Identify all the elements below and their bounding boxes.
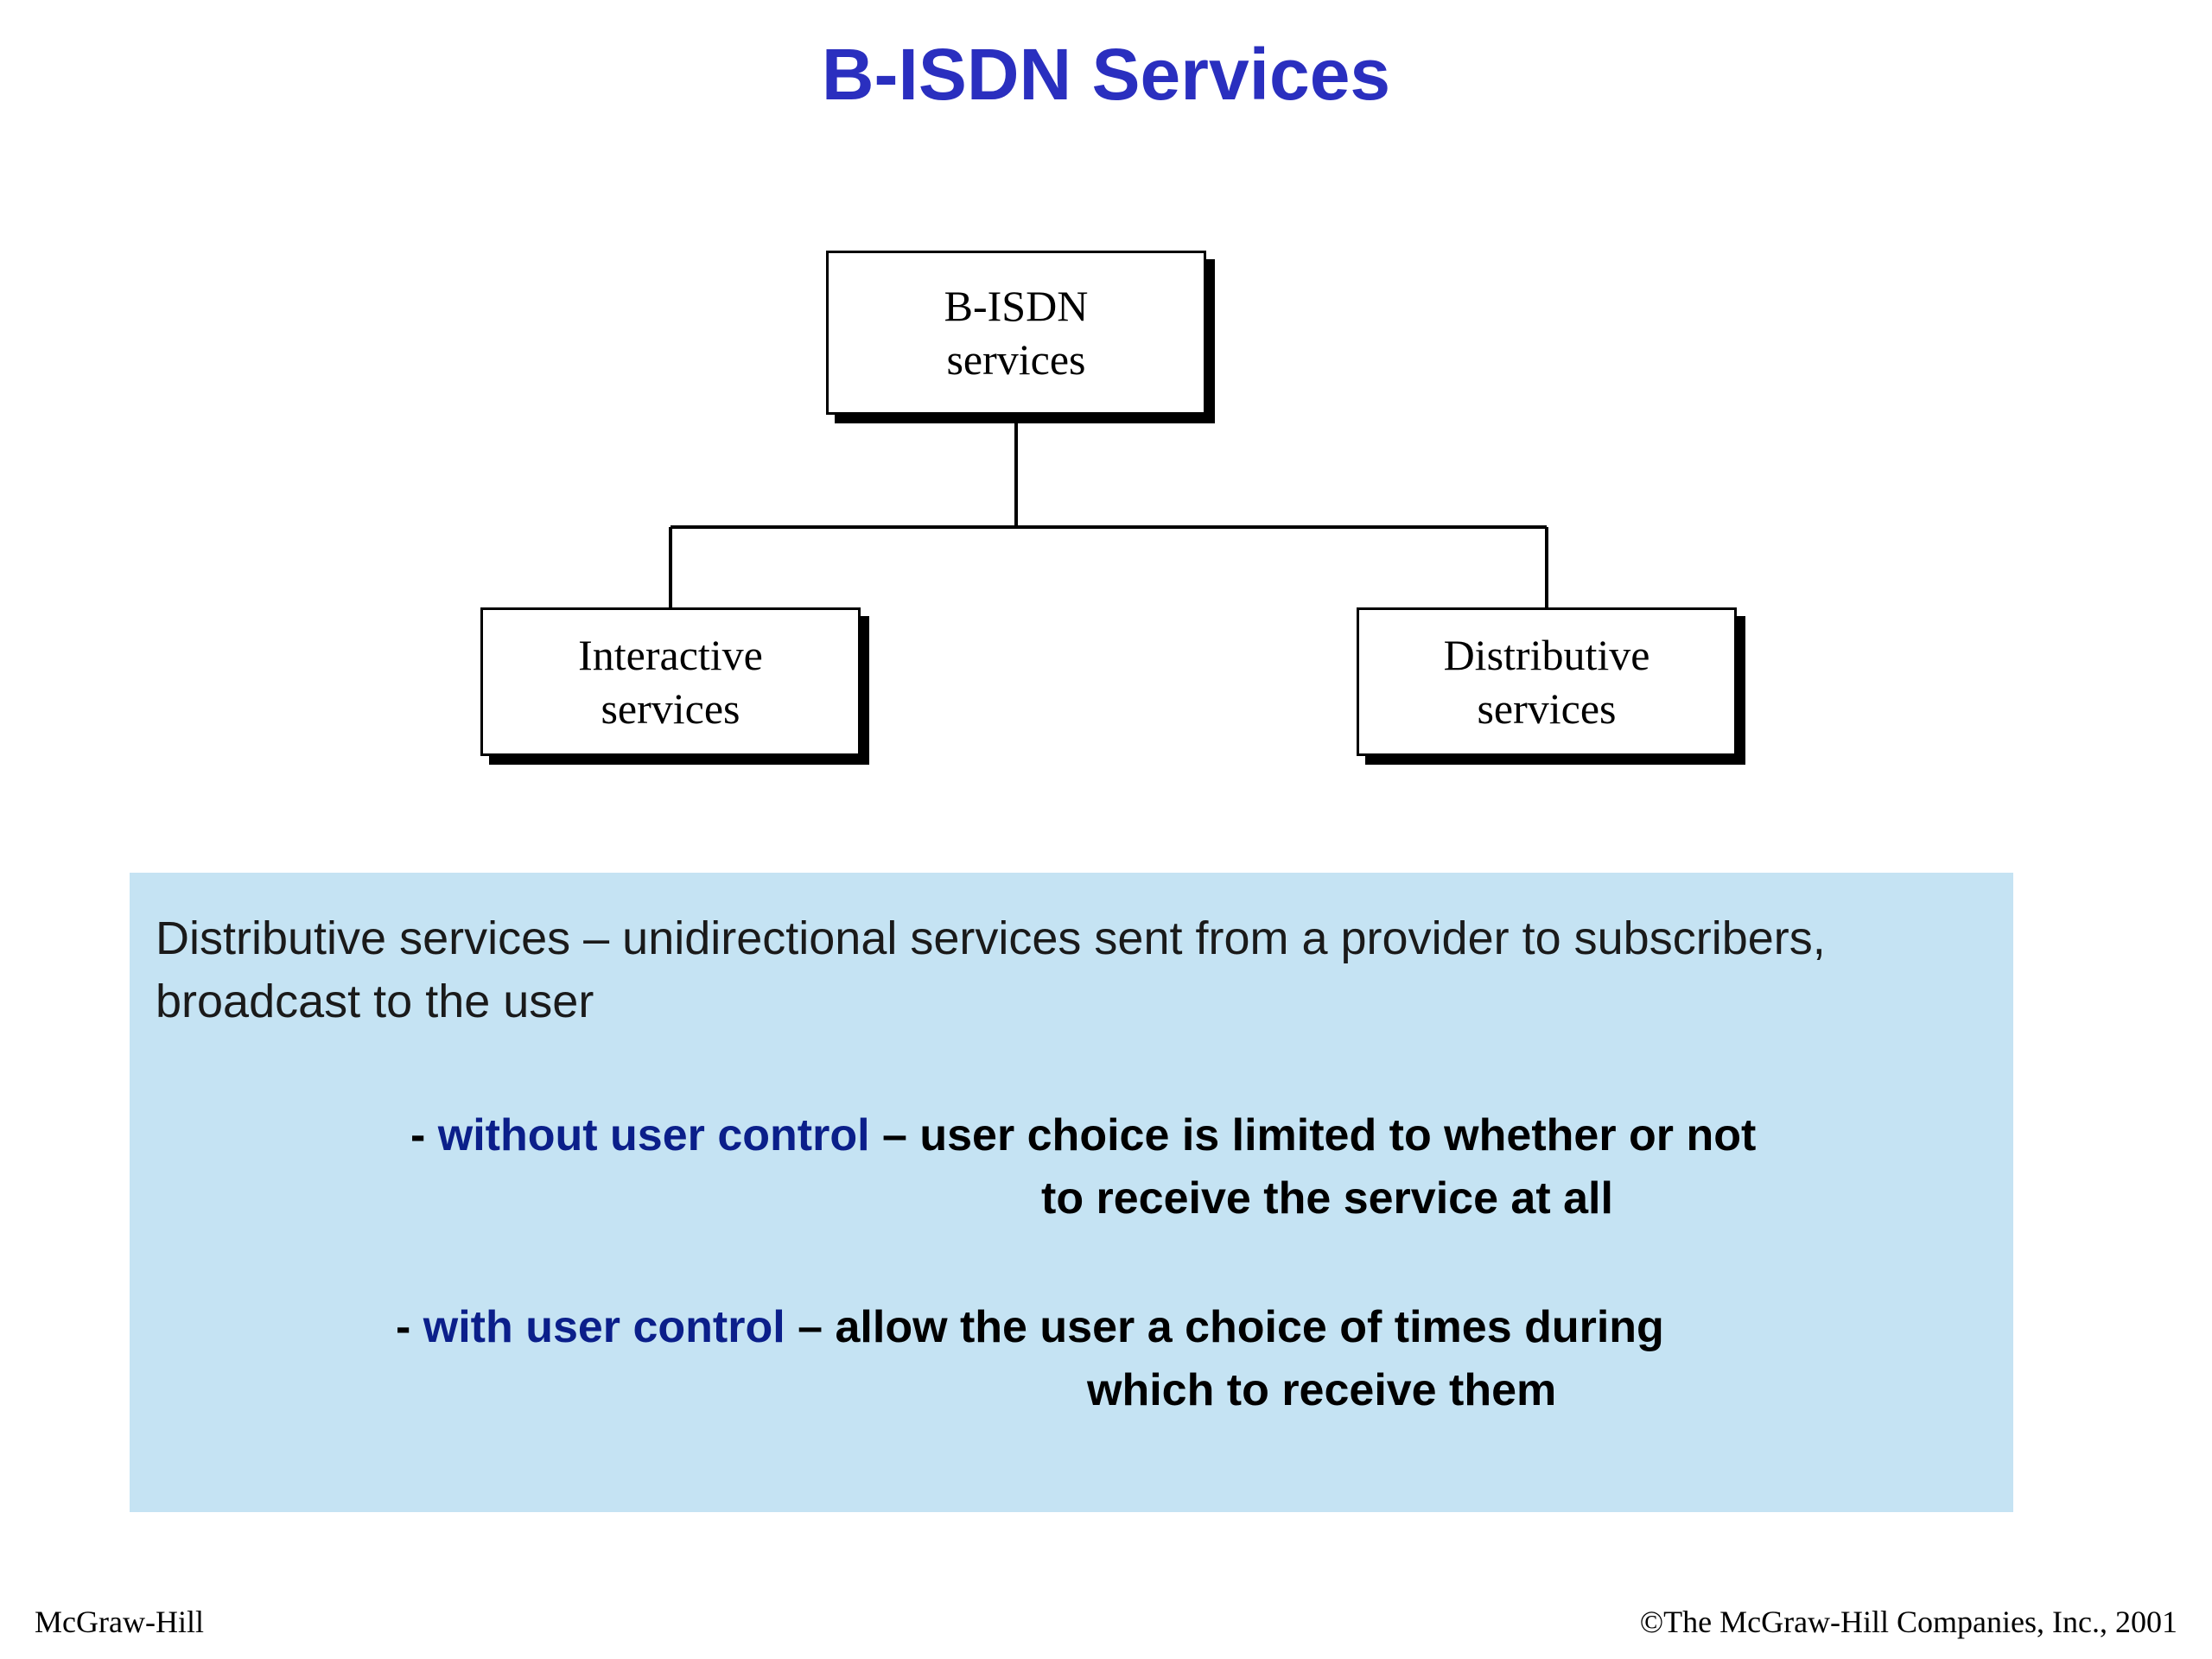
node-right: Distributive services xyxy=(1357,607,1737,756)
slide-title: B-ISDN Services xyxy=(0,33,2212,117)
connector-drop-right xyxy=(1545,527,1548,607)
node-left-line2: services xyxy=(601,682,740,736)
connector-crossbar xyxy=(671,525,1547,529)
node-root-line1: B-ISDN xyxy=(944,279,1089,334)
node-left: Interactive services xyxy=(480,607,861,756)
bullet-rest: – allow the user a choice of times durin… xyxy=(785,1302,1664,1352)
connector-trunk xyxy=(1014,415,1018,527)
node-right-line2: services xyxy=(1477,682,1616,736)
bullet-rest: – user choice is limited to whether or n… xyxy=(870,1110,1757,1160)
node-root-line2: services xyxy=(946,333,1085,387)
description-panel: Distributive services – unidirectional s… xyxy=(130,873,2013,1512)
bullet-dash: - xyxy=(396,1302,423,1352)
node-right-line1: Distributive xyxy=(1444,628,1650,683)
bullet-dash: - xyxy=(410,1110,438,1160)
bullet-without-user-control: - without user control – user choice is … xyxy=(410,1104,1966,1230)
node-left-line1: Interactive xyxy=(578,628,763,683)
bullet-with-user-control: - with user control – allow the user a c… xyxy=(396,1296,1951,1422)
bullet-lead: without user control xyxy=(438,1110,870,1160)
intro-text: Distributive services – unidirectional s… xyxy=(156,907,1953,1033)
bullet-continuation: which to receive them xyxy=(396,1359,1951,1422)
connector-drop-left xyxy=(669,527,672,607)
bullet-lead: with user control xyxy=(423,1302,785,1352)
node-root: B-ISDN services xyxy=(826,251,1206,415)
footer-left: McGraw-Hill xyxy=(35,1604,204,1640)
footer-right: ©The McGraw-Hill Companies, Inc., 2001 xyxy=(1640,1604,2177,1640)
bullet-continuation: to receive the service at all xyxy=(410,1167,1966,1230)
